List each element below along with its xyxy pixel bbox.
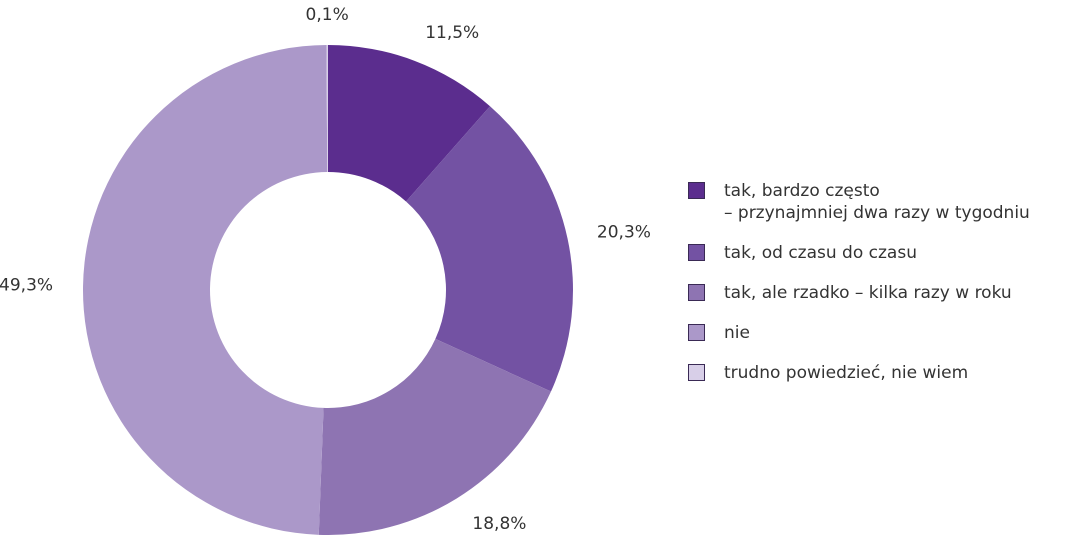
legend-item: tak, ale rzadko – kilka razy w roku (688, 282, 1081, 304)
donut-slice (328, 45, 491, 202)
legend-label: tak, bardzo często – przynajmniej dwa ra… (724, 181, 1030, 223)
donut-slice (82, 45, 328, 535)
legend-label: nie (724, 323, 750, 343)
legend-label: trudno powiedzieć, nie wiem (724, 363, 969, 383)
legend-item: tak, od czasu do czasu (688, 242, 1081, 264)
data-label: 49,3% (0, 276, 53, 296)
legend-item: nie (688, 322, 1081, 344)
donut-slice (326, 45, 328, 173)
data-label: 0,1% (306, 5, 349, 25)
data-label: 18,8% (472, 514, 526, 534)
legend-label: tak, ale rzadko – kilka razy w roku (724, 283, 1012, 303)
legend: tak, bardzo często – przynajmniej dwa ra… (688, 180, 1081, 402)
legend-label: tak, od czasu do czasu (724, 243, 917, 263)
legend-item: trudno powiedzieć, nie wiem (688, 362, 1081, 384)
legend-item: tak, bardzo często – przynajmniej dwa ra… (688, 180, 1081, 224)
legend-swatch (688, 284, 705, 301)
donut-slice (406, 106, 573, 392)
data-label: 11,5% (425, 23, 479, 43)
data-label: 20,3% (597, 223, 651, 243)
legend-swatch (688, 324, 705, 341)
donut-slice (318, 338, 551, 535)
legend-swatch (688, 244, 705, 261)
legend-swatch (688, 182, 705, 199)
legend-swatch (688, 364, 705, 381)
